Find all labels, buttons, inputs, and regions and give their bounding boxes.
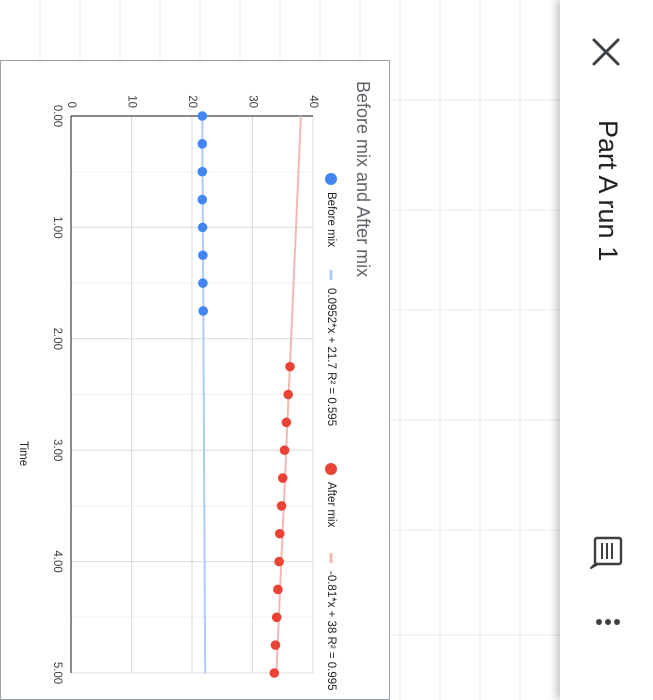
legend — [325, 173, 337, 563]
time-tick-label: 0.00 — [51, 105, 63, 127]
data-point[interactable] — [273, 584, 283, 595]
data-point[interactable] — [283, 389, 293, 400]
close-button[interactable] — [582, 28, 630, 76]
data-point[interactable] — [198, 306, 208, 316]
legend-label-after-mix: After mix — [325, 482, 337, 528]
data-point[interactable] — [198, 250, 208, 261]
data-point[interactable] — [269, 668, 280, 678]
time-tick-label: 3.00 — [51, 439, 63, 461]
series-after-mix — [269, 361, 295, 678]
value-tick-label: 30 — [246, 95, 258, 108]
data-point[interactable] — [197, 166, 208, 177]
legend-label-before-mix-trendline: 0.0952*x + 21.7 R² = 0.595 — [325, 288, 337, 427]
data-point[interactable] — [270, 640, 281, 650]
data-point[interactable] — [274, 556, 284, 567]
more-vert-icon — [596, 619, 620, 625]
data-point[interactable] — [274, 528, 285, 539]
x-axis-label: Time — [17, 441, 29, 467]
page-title: Part A run 1 — [593, 120, 623, 262]
data-point[interactable] — [277, 473, 288, 483]
data-point[interactable] — [279, 445, 290, 456]
time-tick-label: 1.00 — [51, 216, 63, 238]
series-before-mix — [197, 111, 208, 316]
chart-title: Before mix and After mix — [353, 81, 373, 278]
value-tick-label: 40 — [307, 95, 319, 108]
value-tick-label: 10 — [125, 95, 137, 108]
legend-marker — [325, 463, 337, 475]
data-point[interactable] — [281, 417, 292, 428]
time-tick-label: 5.00 — [51, 662, 63, 684]
data-point[interactable] — [197, 194, 208, 205]
time-tick-labels: 0.00 1.00 2.00 3.00 4.00 5.00 — [51, 105, 63, 684]
value-tick-labels: 0 10 20 30 40 — [65, 95, 319, 108]
data-point[interactable] — [197, 139, 208, 149]
close-icon — [592, 38, 620, 66]
chart-card[interactable]: 0 10 20 30 40 0.00 1.00 2.00 3.00 4.00 5.00 Before… — [0, 60, 390, 700]
time-tick-label: 2.00 — [51, 328, 63, 350]
value-tick-label: 0 — [65, 102, 77, 108]
data-point[interactable] — [198, 278, 208, 288]
app-bar: Part A run 1 — [560, 0, 653, 700]
notes-icon — [590, 536, 623, 569]
more-options-button[interactable] — [586, 600, 630, 644]
value-tick-label: 20 — [186, 95, 198, 108]
chart-svg: 0 10 20 30 40 0.00 1.00 2.00 3.00 4.00 5.00 — [51, 95, 337, 684]
legend-label-before-mix: Before mix — [325, 192, 337, 247]
data-point[interactable] — [285, 361, 295, 372]
title-wrapper: Part A run 1 — [580, 120, 636, 440]
trendline-before-mix — [201, 115, 207, 674]
legend-marker — [325, 173, 337, 185]
data-point[interactable] — [197, 111, 208, 121]
data-point[interactable] — [271, 612, 282, 623]
data-point[interactable] — [276, 501, 287, 511]
legend-label-after-mix-trendline: -0.81*x + 38 R² = 0.995 — [325, 571, 337, 691]
notes-button[interactable] — [586, 530, 630, 574]
chart-gridlines — [71, 115, 314, 674]
time-tick-label: 4.00 — [51, 550, 63, 572]
data-point[interactable] — [197, 222, 208, 233]
